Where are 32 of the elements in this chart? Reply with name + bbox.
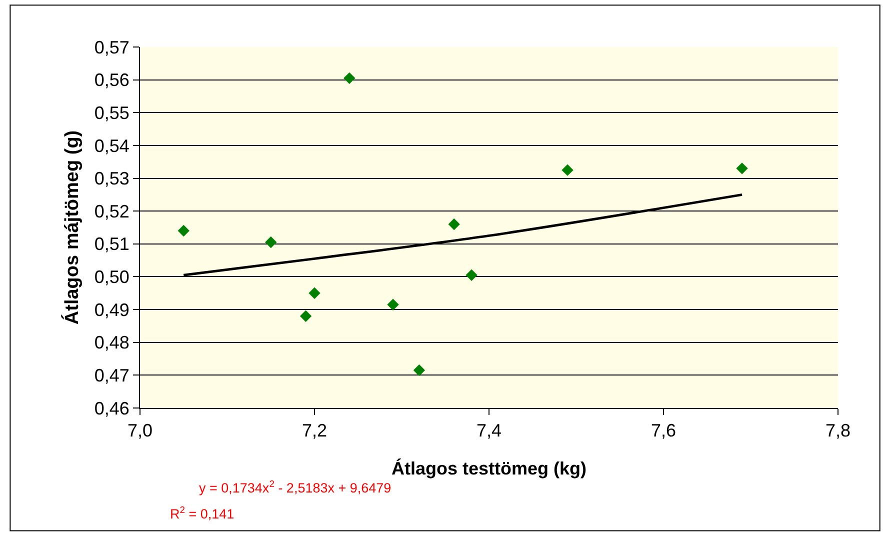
y-axis-title: Átlagos májtömeg (g) [61,130,84,325]
y-tick-label: 0,52 [94,201,130,222]
point [413,364,426,376]
y-tick-label: 0,51 [94,234,130,254]
text: y = 0,1734x$^{2}$ - 2,5183x + 9,6479 [199,479,392,496]
x-tick-label: 7,8 [825,420,851,441]
point [308,287,320,299]
y-tick-label: 0,54 [94,136,130,156]
point [178,224,190,237]
y-tick-label: 0,49 [94,300,130,320]
point [736,162,748,174]
y-tick-label: 0,50 [94,267,130,288]
x-tick-label: 7,6 [650,420,676,441]
point [300,310,312,322]
point [265,236,277,248]
x-tick-label: 7,2 [302,420,328,441]
y-tick-label: 0,46 [94,398,130,418]
point [344,72,356,84]
point [466,269,478,281]
y-tick-label: 0,56 [94,70,130,90]
text: R$^{2}$ = 0,141 [170,505,234,522]
point [387,298,399,310]
x-axis-title: Átlagos testtömeg (kg) [391,458,587,479]
y-tick-label: 0,55 [94,102,130,123]
y-tick-label: 0,53 [94,168,130,189]
x-tick-label: 7,4 [476,420,502,441]
point [448,218,460,230]
x-tick-label: 7,0 [127,420,153,441]
y-tick-label: 0,47 [94,365,130,386]
y-tick-label: 0,48 [94,332,130,353]
point [562,164,574,176]
y-tick-label: 0,57 [94,37,130,58]
